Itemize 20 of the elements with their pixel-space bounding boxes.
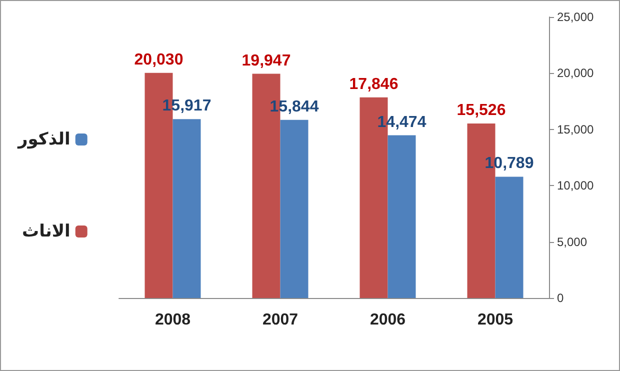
y-tick-label: 0 (557, 291, 564, 305)
y-tick-label: 15,000 (557, 122, 594, 136)
x-tick-label: 2005 (477, 312, 514, 328)
data-label: 17,846 (349, 76, 398, 93)
x-tick-label: 2007 (262, 312, 298, 328)
x-tick-label: 2008 (154, 312, 191, 328)
bar (172, 119, 201, 298)
data-label: 15,526 (456, 102, 506, 119)
y-tick-label: 10,000 (557, 178, 594, 193)
legend-label: الاناث (22, 222, 70, 242)
y-tick-label: 5,000 (557, 234, 588, 249)
data-label: 20,030 (134, 51, 184, 68)
data-label: 19,947 (242, 52, 291, 70)
y-tick-label: 25,000 (557, 10, 594, 24)
bar (495, 176, 524, 298)
bar (388, 135, 416, 298)
y-tick-label: 20,000 (557, 66, 594, 80)
x-tick-label: 2006 (370, 312, 406, 328)
legend-label: الذكور (16, 130, 70, 150)
bar (280, 120, 308, 298)
